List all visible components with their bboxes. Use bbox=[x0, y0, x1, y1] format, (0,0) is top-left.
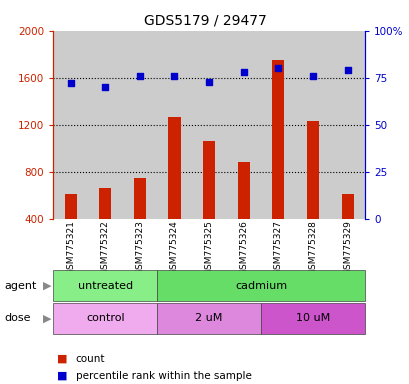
Text: GDS5179 / 29477: GDS5179 / 29477 bbox=[143, 13, 266, 27]
Point bbox=[102, 84, 108, 90]
Bar bbox=[272, 60, 284, 219]
Bar bbox=[202, 141, 215, 219]
Text: percentile rank within the sample: percentile rank within the sample bbox=[76, 371, 251, 381]
Bar bbox=[88, 31, 122, 219]
Text: agent: agent bbox=[4, 281, 36, 291]
Text: ■: ■ bbox=[57, 354, 68, 364]
Bar bbox=[330, 31, 364, 219]
Text: 2 uM: 2 uM bbox=[195, 313, 222, 323]
Text: control: control bbox=[86, 313, 124, 323]
Text: cadmium: cadmium bbox=[234, 281, 286, 291]
Text: count: count bbox=[76, 354, 105, 364]
Bar bbox=[306, 121, 318, 219]
Text: dose: dose bbox=[4, 313, 31, 323]
Bar bbox=[99, 188, 111, 219]
Point bbox=[136, 73, 143, 79]
Point bbox=[67, 80, 74, 86]
Bar bbox=[122, 31, 157, 219]
Text: untreated: untreated bbox=[77, 281, 133, 291]
Text: ■: ■ bbox=[57, 371, 68, 381]
Bar bbox=[191, 31, 226, 219]
Bar bbox=[237, 162, 249, 219]
Bar bbox=[64, 194, 76, 219]
Bar bbox=[341, 194, 353, 219]
Bar bbox=[261, 31, 295, 219]
Point bbox=[309, 73, 315, 79]
Bar bbox=[53, 31, 88, 219]
Bar bbox=[157, 31, 191, 219]
Bar bbox=[226, 31, 261, 219]
Point bbox=[205, 78, 212, 84]
Point bbox=[344, 67, 350, 73]
Text: ▶: ▶ bbox=[43, 281, 51, 291]
Bar bbox=[133, 178, 146, 219]
Text: 10 uM: 10 uM bbox=[295, 313, 329, 323]
Point bbox=[240, 69, 246, 75]
Point bbox=[274, 65, 281, 71]
Text: ▶: ▶ bbox=[43, 313, 51, 323]
Bar bbox=[168, 117, 180, 219]
Point bbox=[171, 73, 178, 79]
Bar bbox=[295, 31, 330, 219]
